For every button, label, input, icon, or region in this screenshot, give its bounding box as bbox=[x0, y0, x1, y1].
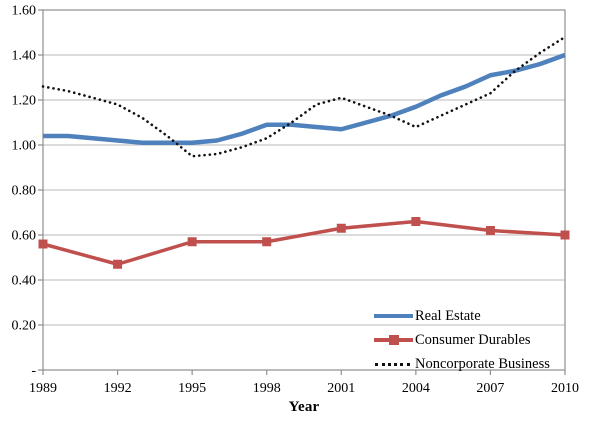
series-line-consumer-durables bbox=[42, 219, 566, 266]
legend-label-consumer-durables: Consumer Durables bbox=[415, 331, 531, 348]
y-tick-label: 1.60 bbox=[12, 4, 37, 19]
y-tick-label: 1.40 bbox=[12, 49, 37, 64]
series-marker-consumer-durables bbox=[411, 217, 421, 226]
x-tick-label: 2004 bbox=[402, 381, 430, 396]
series-line-real-estate bbox=[43, 52, 566, 145]
x-tick-label: 1989 bbox=[29, 381, 57, 396]
series-marker-consumer-durables bbox=[38, 239, 48, 249]
y-tick-label: 0.20 bbox=[12, 319, 37, 334]
y-tick-label: - bbox=[31, 364, 36, 379]
y-tick-label: 1.00 bbox=[12, 139, 37, 154]
series-marker-consumer-durables bbox=[113, 259, 123, 269]
dotted-line-swatch-icon bbox=[375, 363, 410, 366]
series-marker-consumer-durables bbox=[262, 237, 272, 247]
legend-item-noncorporate-business: Noncorporate Business bbox=[374, 352, 550, 376]
series-line-noncorporate-business bbox=[41, 35, 567, 158]
legend-swatch-noncorporate-business bbox=[374, 358, 413, 370]
legend-swatch-consumer-durables bbox=[374, 334, 413, 346]
x-tick-label: 2007 bbox=[476, 381, 504, 396]
x-tick-label: 2010 bbox=[551, 381, 579, 396]
legend: Real Estate Consumer Durables Noncorpora… bbox=[374, 304, 550, 376]
series-marker-consumer-durables bbox=[560, 230, 570, 240]
x-tick-label: 1998 bbox=[253, 381, 281, 396]
series-marker-consumer-durables bbox=[485, 226, 495, 235]
y-tick-label: 0.80 bbox=[12, 184, 37, 199]
legend-label-real-estate: Real Estate bbox=[415, 307, 481, 324]
x-tick-label: 2001 bbox=[327, 381, 355, 396]
legend-item-real-estate: Real Estate bbox=[374, 304, 550, 328]
legend-item-consumer-durables: Consumer Durables bbox=[374, 328, 550, 352]
x-tick-label: 1995 bbox=[178, 381, 206, 396]
legend-label-noncorporate-business: Noncorporate Business bbox=[415, 355, 550, 372]
y-tick-label: 0.40 bbox=[12, 274, 37, 289]
legend-swatch-real-estate bbox=[374, 310, 413, 322]
y-tick-label: 0.60 bbox=[12, 229, 37, 244]
x-axis-title: Year bbox=[288, 399, 320, 415]
y-tick-label: 1.20 bbox=[12, 94, 37, 109]
square-marker-icon bbox=[389, 335, 399, 345]
series-marker-consumer-durables bbox=[187, 237, 197, 247]
solid-line-swatch-icon bbox=[374, 314, 413, 318]
series-marker-consumer-durables bbox=[336, 223, 346, 233]
x-tick-label: 1992 bbox=[104, 381, 132, 396]
